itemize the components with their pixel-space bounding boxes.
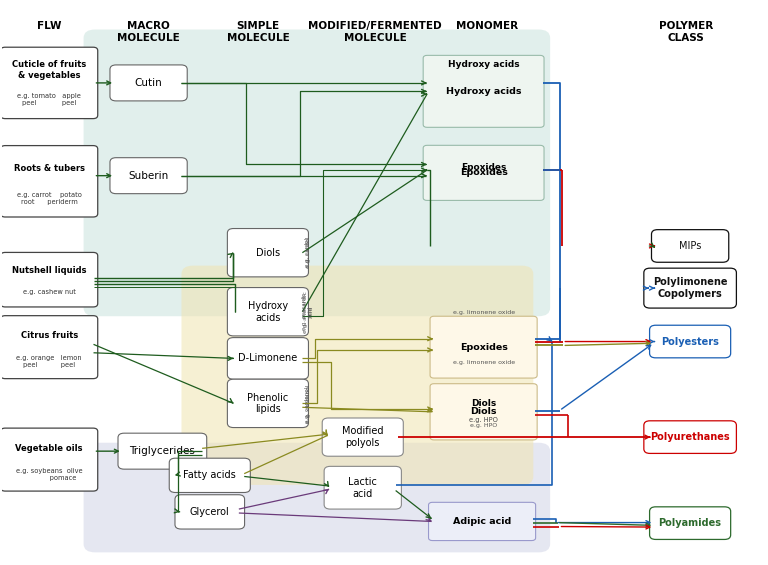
Text: Lactic
acid: Lactic acid bbox=[349, 477, 377, 498]
Text: e.g. soybeans  olive
             pomace: e.g. soybeans olive pomace bbox=[16, 468, 82, 481]
Text: e.g. orange   lemon
peel           peel: e.g. orange lemon peel peel bbox=[16, 355, 82, 368]
Text: e.g. anacardic
acid: e.g. anacardic acid bbox=[303, 293, 313, 331]
FancyBboxPatch shape bbox=[1, 253, 98, 307]
Text: SIMPLE
MOLECULE: SIMPLE MOLECULE bbox=[227, 21, 290, 43]
Text: Glycerol: Glycerol bbox=[190, 507, 230, 517]
FancyBboxPatch shape bbox=[169, 458, 250, 493]
Text: Phenolic
lipids: Phenolic lipids bbox=[247, 393, 289, 414]
Text: Hydroxy
acids: Hydroxy acids bbox=[248, 301, 288, 323]
Text: Polyesters: Polyesters bbox=[661, 337, 719, 346]
FancyBboxPatch shape bbox=[110, 158, 187, 194]
Text: Citrus fruits: Citrus fruits bbox=[21, 332, 78, 340]
FancyBboxPatch shape bbox=[1, 428, 98, 491]
FancyBboxPatch shape bbox=[644, 421, 737, 454]
FancyBboxPatch shape bbox=[651, 229, 729, 262]
Text: e.g. tomato   apple
peel            peel: e.g. tomato apple peel peel bbox=[17, 93, 81, 106]
FancyBboxPatch shape bbox=[1, 146, 98, 217]
Text: Hydroxy acids: Hydroxy acids bbox=[446, 87, 521, 96]
FancyBboxPatch shape bbox=[227, 228, 309, 277]
Text: e.g. cardol: e.g. cardol bbox=[305, 238, 310, 267]
Text: Fatty acids: Fatty acids bbox=[184, 470, 236, 480]
Text: Nutshell liquids: Nutshell liquids bbox=[12, 266, 87, 275]
Text: e.g. carrot    potato
root      periderm: e.g. carrot potato root periderm bbox=[17, 192, 81, 205]
Text: Diols: Diols bbox=[470, 407, 497, 416]
FancyBboxPatch shape bbox=[110, 65, 187, 101]
Text: Vegetable oils: Vegetable oils bbox=[15, 444, 83, 453]
FancyBboxPatch shape bbox=[423, 55, 544, 127]
FancyBboxPatch shape bbox=[227, 379, 309, 428]
Text: e.g. HPO: e.g. HPO bbox=[469, 417, 498, 423]
Text: Adipic acid: Adipic acid bbox=[453, 517, 511, 526]
Text: Suberin: Suberin bbox=[128, 171, 169, 181]
Text: Polylimonene
Copolymers: Polylimonene Copolymers bbox=[653, 277, 727, 299]
FancyBboxPatch shape bbox=[650, 507, 730, 540]
FancyBboxPatch shape bbox=[650, 325, 730, 358]
FancyBboxPatch shape bbox=[84, 29, 550, 316]
Text: Diols: Diols bbox=[471, 399, 496, 408]
Text: Modified
polyols: Modified polyols bbox=[342, 427, 383, 448]
Text: Triglycerides: Triglycerides bbox=[130, 446, 195, 456]
FancyBboxPatch shape bbox=[324, 466, 402, 509]
FancyBboxPatch shape bbox=[227, 288, 309, 336]
Text: e.g. HPO: e.g. HPO bbox=[470, 424, 497, 428]
Text: e.g. cardol: e.g. cardol bbox=[306, 237, 311, 268]
Text: Diols: Diols bbox=[256, 247, 280, 258]
Text: Cutin: Cutin bbox=[134, 78, 163, 88]
Text: e.g. cardanol: e.g. cardanol bbox=[306, 384, 311, 423]
Text: e.g. cardanol: e.g. cardanol bbox=[305, 386, 310, 423]
FancyBboxPatch shape bbox=[323, 418, 403, 456]
Text: Polyamides: Polyamides bbox=[659, 518, 722, 528]
Text: e.g. limonene oxide: e.g. limonene oxide bbox=[452, 310, 515, 315]
Text: e.g. limonene oxide: e.g. limonene oxide bbox=[452, 360, 515, 366]
Text: MIPs: MIPs bbox=[679, 241, 701, 251]
Text: e.g. anacardic
acid: e.g. anacardic acid bbox=[303, 291, 314, 333]
FancyBboxPatch shape bbox=[1, 316, 98, 379]
Text: FLW: FLW bbox=[37, 21, 61, 31]
Text: Cuticle of fruits
& vegetables: Cuticle of fruits & vegetables bbox=[12, 60, 86, 80]
Text: MODIFIED/FERMENTED
MOLECULE: MODIFIED/FERMENTED MOLECULE bbox=[308, 21, 442, 43]
Text: MACRO
MOLECULE: MACRO MOLECULE bbox=[118, 21, 180, 43]
FancyBboxPatch shape bbox=[227, 338, 309, 379]
Text: Epoxides: Epoxides bbox=[461, 163, 506, 172]
Text: Polyurethanes: Polyurethanes bbox=[650, 432, 730, 442]
FancyBboxPatch shape bbox=[644, 268, 737, 308]
Text: MONOMER: MONOMER bbox=[456, 21, 518, 31]
FancyBboxPatch shape bbox=[430, 316, 537, 378]
Text: e.g. cashew nut: e.g. cashew nut bbox=[23, 289, 75, 295]
FancyBboxPatch shape bbox=[429, 502, 535, 541]
Text: D-Limonene: D-Limonene bbox=[238, 353, 297, 363]
FancyBboxPatch shape bbox=[84, 443, 550, 553]
FancyBboxPatch shape bbox=[175, 495, 244, 529]
FancyBboxPatch shape bbox=[423, 145, 544, 201]
FancyBboxPatch shape bbox=[430, 384, 537, 440]
Text: Roots & tubers: Roots & tubers bbox=[14, 164, 84, 173]
FancyBboxPatch shape bbox=[1, 47, 98, 119]
Text: Hydroxy acids: Hydroxy acids bbox=[448, 60, 519, 69]
Text: POLYMER
CLASS: POLYMER CLASS bbox=[659, 21, 713, 43]
Text: Epoxides: Epoxides bbox=[460, 168, 508, 177]
FancyBboxPatch shape bbox=[181, 266, 533, 485]
FancyBboxPatch shape bbox=[118, 433, 207, 469]
Text: Epoxides: Epoxides bbox=[460, 342, 508, 351]
